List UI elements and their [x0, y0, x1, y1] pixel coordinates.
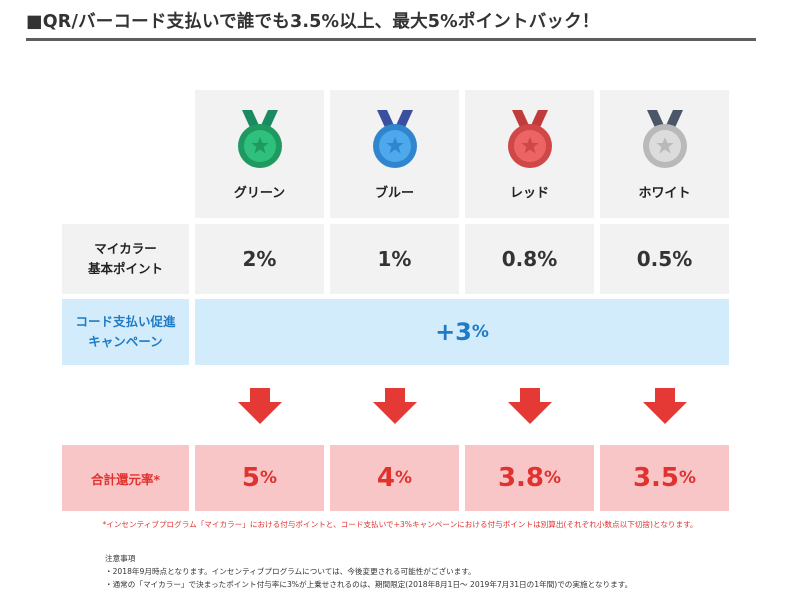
- total-rate-green: 5%: [195, 445, 324, 511]
- total-rate-label: 合計還元率*: [62, 445, 189, 511]
- rank-name-blue: ブルー: [374, 186, 414, 201]
- calculation-footnote: *インセンティブプログラム「マイカラー」における付与ポイントと、コード支払いで+…: [102, 520, 698, 529]
- down-arrow-icon: [373, 388, 417, 424]
- campaign-label: コード支払い促進 キャンペーン: [62, 299, 189, 365]
- white-medal-icon: [642, 110, 687, 168]
- rank-name-red: レッド: [509, 186, 549, 201]
- rank-header-white: ホワイト: [600, 90, 729, 218]
- red-medal-icon: [507, 110, 552, 168]
- page-title: ■QR/バーコード支払いで誰でも3.5%以上、最大5%ポイントバック！: [26, 12, 600, 32]
- base-points-green: 2%: [195, 224, 324, 294]
- rank-name-green: グリーン: [233, 186, 286, 201]
- total-rate-red: 3.8%: [465, 445, 594, 511]
- down-arrow-icon: [643, 388, 687, 424]
- base-points-blue: 1%: [330, 224, 459, 294]
- total-rate-blue: 4%: [330, 445, 459, 511]
- campaign-bonus: +3%: [195, 299, 729, 365]
- blue-medal-icon: [372, 110, 417, 168]
- rank-name-white: ホワイト: [638, 186, 691, 201]
- title-divider: [26, 38, 756, 41]
- rank-header-blue: ブルー: [330, 90, 459, 218]
- green-medal-icon: [237, 110, 282, 168]
- notes-heading: 注意事項: [105, 554, 136, 563]
- rank-header-red: レッド: [465, 90, 594, 218]
- rank-header-green: グリーン: [195, 90, 324, 218]
- note-item: ・2018年9月時点となります。インセンティブプログラムについては、今後変更され…: [105, 567, 476, 576]
- base-points-white: 0.5%: [600, 224, 729, 294]
- base-points-red: 0.8%: [465, 224, 594, 294]
- base-points-label: マイカラー 基本ポイント: [62, 224, 189, 294]
- note-item: ・通常の「マイカラー」で決まったポイント付与率に3%が上乗せされるのは、期間限定…: [105, 580, 633, 589]
- down-arrow-icon: [508, 388, 552, 424]
- notes-section: 注意事項 ・2018年9月時点となります。インセンティブプログラムについては、今…: [105, 552, 632, 591]
- down-arrow-icon: [238, 388, 282, 424]
- total-rate-white: 3.5%: [600, 445, 729, 511]
